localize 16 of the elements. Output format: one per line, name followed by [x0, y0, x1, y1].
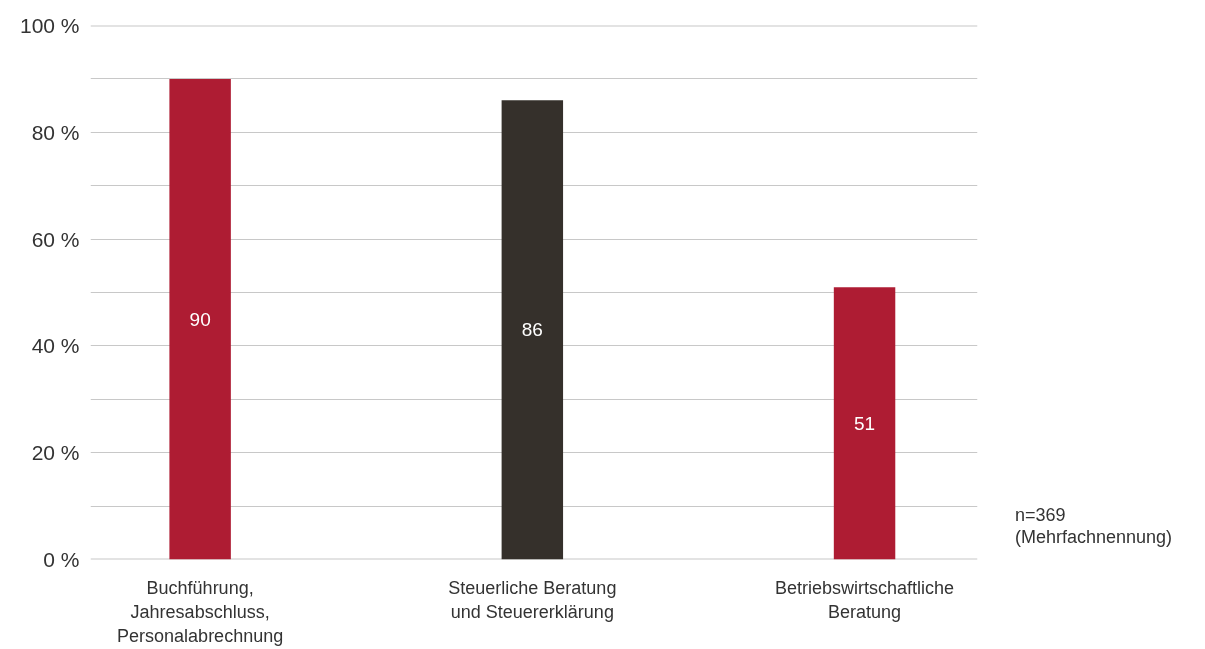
bar: [501, 100, 564, 560]
data-label: 86: [521, 319, 543, 341]
x-tick-label: Buchführung, Jahresabschluss, Personalabrechnung: [117, 577, 284, 646]
bar: [169, 78, 231, 560]
data-label: 90: [189, 308, 211, 330]
y-tick-label: 80 %: [31, 120, 80, 144]
data-label: 51: [853, 412, 876, 434]
y-tick-label: 40 %: [31, 334, 80, 358]
y-tick-label: 100 %: [19, 14, 80, 37]
text: n=369 (Mehrfachnennung): [1015, 505, 1173, 549]
y-tick-label: 20 %: [31, 441, 80, 465]
x-tick-label: Steuerliche Beratung und Steuererklärung: [448, 577, 617, 622]
bar: [833, 287, 896, 560]
x-tick-label: Betriebswirtschaftliche Beratung: [775, 577, 955, 622]
y-tick-label: 60 %: [31, 227, 80, 251]
y-tick-label: 0 %: [43, 548, 80, 571]
